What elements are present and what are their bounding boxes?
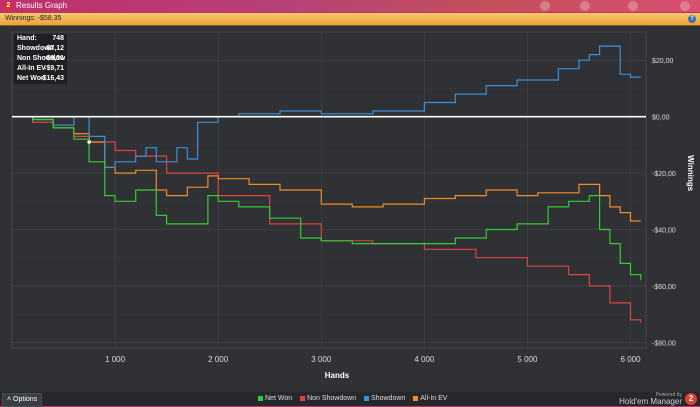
y-tick-label: -$20,00: [652, 171, 676, 178]
x-tick-label: 5 000: [517, 355, 538, 364]
legend-swatch: [413, 395, 419, 401]
legend-swatch: [258, 395, 263, 401]
legend-label: Non Showdown: [307, 395, 357, 402]
series-line-net-won: [12, 116, 642, 281]
window-title: Results Graph: [16, 1, 68, 10]
brand-block: Powered by Hold'em Manager: [619, 392, 682, 406]
options-label: Options: [13, 396, 38, 403]
hover-key: Showdown: [17, 45, 54, 52]
legend-label: Showdown: [371, 395, 406, 402]
x-tick-label: 4 000: [414, 355, 435, 364]
caret-up-icon: ˄: [7, 396, 12, 403]
series-line-non-showdown: [12, 116, 642, 323]
winnings-label: Winnings: -$58,35: [5, 15, 62, 22]
legend-item-non-showdown[interactable]: Non Showdown: [300, 392, 356, 406]
hover-marker: [87, 140, 91, 144]
hover-key: All-In EV: [17, 65, 46, 72]
legend-swatch: [364, 395, 370, 401]
y-tick-label: $20,00: [652, 58, 674, 65]
series-line-showdown: [12, 45, 641, 168]
x-tick-label: 2 000: [208, 355, 229, 364]
hover-info-box: Hand: 748 Showdown -$7,12 Non Showdow -$…: [14, 34, 67, 84]
plot-area: [11, 31, 647, 349]
y-tick-label: -$40,00: [652, 228, 676, 235]
window-title-bar[interactable]: 2 Results Graph: [0, 0, 700, 12]
results-chart[interactable]: 1 000 2 000 3 000 4 000 5 000 6 000 $20,00 $0,0…: [0, 26, 700, 392]
hover-value: -$9,71: [44, 65, 64, 72]
hover-value: -$9,31: [44, 55, 64, 62]
hover-value: -$7,12: [44, 45, 64, 52]
legend-item-allin-ev[interactable]: All-In EV: [413, 392, 447, 406]
footer-bar: ˄ Options Net Won Non Showdown Showdown …: [0, 392, 700, 407]
hover-row-showdown: Showdown -$7,12: [14, 44, 67, 54]
hover-value: -$16,43: [40, 75, 64, 82]
legend-label: All-In EV: [420, 395, 448, 402]
legend-item-showdown[interactable]: Showdown: [364, 392, 405, 406]
y-tick-label: -$60,00: [652, 284, 676, 291]
options-button[interactable]: ˄ Options: [2, 393, 43, 407]
app-logo-icon: 2: [4, 2, 13, 10]
window-button[interactable]: [680, 1, 690, 11]
legend-item-net-won[interactable]: Net Won: [258, 392, 292, 406]
x-tick-label: 6 000: [621, 355, 642, 364]
hover-key: Hand:: [17, 35, 37, 42]
hover-value: 748: [52, 35, 64, 42]
hover-key: Non Showdow: [17, 55, 66, 62]
series-legend: Net Won Non Showdown Showdown All-In EV: [258, 392, 453, 406]
legend-swatch: [300, 395, 306, 401]
x-tick-label: 3 000: [311, 355, 332, 364]
hover-row-net-won: Net Won -$16,43: [14, 74, 67, 84]
hover-row-hand: Hand: 748: [14, 34, 67, 44]
legend-label: Net Won: [265, 395, 293, 402]
brand-name: Hold'em Manager: [619, 397, 682, 406]
help-icon[interactable]: ?: [688, 15, 696, 23]
hover-row-non-showdown: Non Showdow -$9,31: [14, 54, 67, 64]
brand-logo-icon: 2: [685, 393, 697, 405]
powered-by-label: Powered by: [655, 392, 682, 398]
y-tick-label: -$80,00: [652, 340, 676, 347]
x-axis-title: Hands: [325, 371, 350, 380]
window-button[interactable]: [628, 1, 638, 11]
window-button[interactable]: [580, 1, 590, 11]
y-tick-label: $0,00: [652, 115, 670, 122]
winnings-bar: Winnings: -$58,35 ?: [0, 13, 700, 26]
x-tick-label: 1 000: [105, 355, 126, 364]
hover-key: Net Won: [17, 75, 46, 82]
y-axis-title: Winnings: [686, 155, 695, 191]
hover-row-allin-ev: All-In EV -$9,71: [14, 64, 67, 74]
results-graph-panel: 1 000 2 000 3 000 4 000 5 000 6 000 $20,00 $0,0…: [0, 26, 700, 392]
window-button[interactable]: [540, 1, 550, 11]
